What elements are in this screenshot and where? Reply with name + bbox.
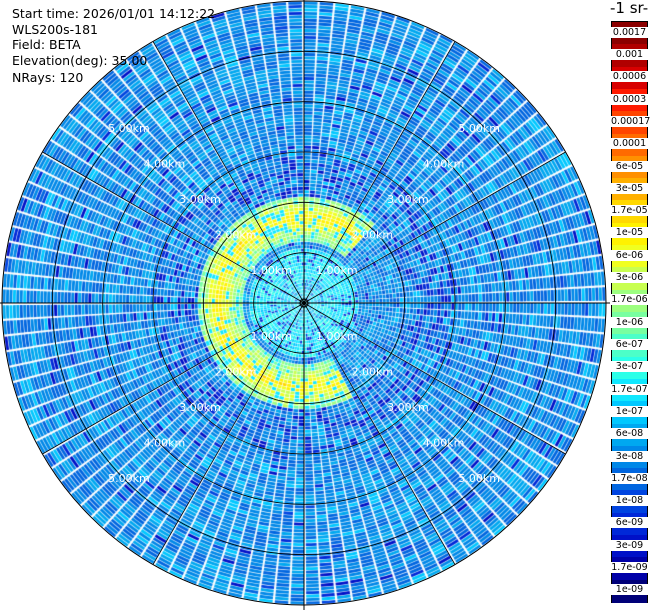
colorbar	[611, 21, 648, 603]
range-ring-label: 5.00km	[108, 122, 150, 135]
colorbar-tick-label: 3e-05	[611, 182, 648, 194]
ppi-overlay: 1.00km 1.00km 1.00km 1.00km 2.00km 2.00km 2.00…	[0, 0, 610, 610]
colorbar-tick-label: 0.0017	[611, 26, 648, 38]
range-ring-label: 5.00km	[458, 472, 500, 485]
colorbar-tick-label: 1.7e-07	[611, 383, 648, 395]
colorbar-tick-label: 0.0001	[611, 138, 648, 150]
instrument-id: WLS200s-181	[12, 22, 98, 37]
radar-center	[299, 298, 309, 308]
range-ring-label: 2.00km	[215, 229, 257, 242]
range-ring-label: 4.00km	[423, 157, 465, 170]
colorbar-tick-label: 0.0003	[611, 93, 648, 105]
field-name: Field: BETA	[12, 37, 81, 52]
range-ring-label: 1.00km	[316, 264, 358, 277]
colorbar-tick-label: 1e-09	[611, 584, 648, 596]
range-ring-label: 2.00km	[352, 365, 394, 378]
range-ring-label: 3.00km	[179, 401, 221, 414]
colorbar-tick-label: 6e-08	[611, 428, 648, 440]
colorbar-tick-label: 3e-08	[611, 450, 648, 462]
colorbar-title: -1 sr-	[610, 0, 649, 17]
colorbar-tick-label: 0.001	[611, 48, 648, 60]
colorbar-tick-label: 1e-07	[611, 405, 648, 417]
start-time: Start time: 2026/01/01 14:12:22	[12, 6, 216, 21]
range-ring-label: 3.00km	[179, 193, 221, 206]
colorbar-tick-label: 3e-07	[611, 361, 648, 373]
colorbar-tick-label: 0.00017	[611, 115, 650, 127]
colorbar-tick-label: 1e-08	[611, 495, 648, 507]
colorbar-tick-label: 6e-07	[611, 338, 648, 350]
range-ring-label: 1.00km	[316, 330, 358, 343]
colorbar-tick-label: 1e-05	[611, 227, 648, 239]
colorbar-tick-label: 0.0006	[611, 71, 648, 83]
elevation: Elevation(deg): 35.00	[12, 53, 148, 68]
colorbar-tick-label: 1e-06	[611, 316, 648, 328]
nrays: NRays: 120	[12, 70, 84, 85]
range-ring-label: 4.00km	[144, 157, 186, 170]
colorbar-tick-label: 6e-09	[611, 517, 648, 529]
range-ring-label: 2.00km	[352, 229, 394, 242]
colorbar-tick-label: 3e-09	[611, 539, 648, 551]
range-ring-label: 2.00km	[215, 365, 257, 378]
range-ring-label: 3.00km	[387, 193, 429, 206]
range-ring-label: 5.00km	[458, 122, 500, 135]
colorbar-tick-label: 1.7e-08	[611, 472, 648, 484]
range-ring-label: 1.00km	[250, 264, 292, 277]
colorbar-tick-label: 6e-05	[611, 160, 648, 172]
range-ring-label: 4.00km	[144, 437, 186, 450]
colorbar-tick-label: 3e-06	[611, 272, 648, 284]
colorbar-tick-label: 1.7e-05	[611, 205, 648, 217]
range-ring-label: 3.00km	[387, 401, 429, 414]
range-ring-label: 4.00km	[423, 437, 465, 450]
colorbar-tick-label: 1.7e-09	[611, 562, 648, 574]
range-ring-label: 1.00km	[250, 330, 292, 343]
colorbar-tick-label: 6e-06	[611, 249, 648, 261]
colorbar-tick-label: 1.7e-06	[611, 294, 648, 306]
range-ring-label: 5.00km	[108, 472, 150, 485]
